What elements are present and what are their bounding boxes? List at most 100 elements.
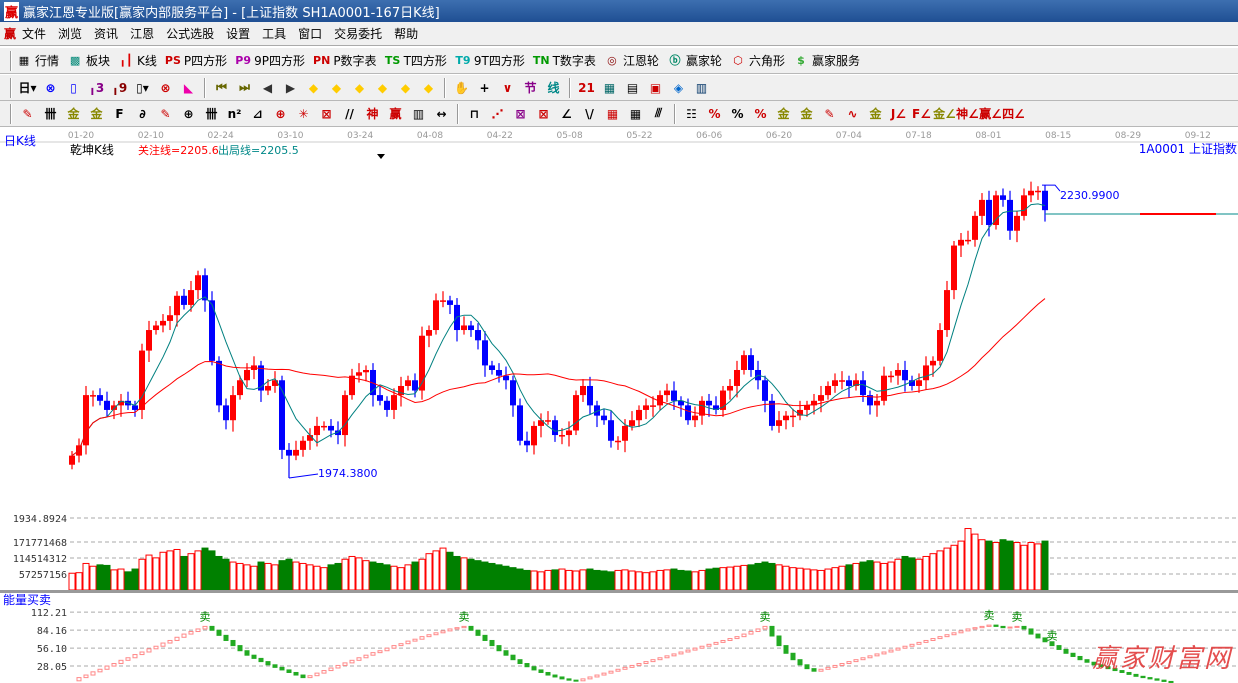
ying-icon[interactable]: 赢	[389, 107, 402, 121]
candle-dropdown[interactable]: ▯▾	[136, 80, 149, 95]
menu-item[interactable]: 浏览	[58, 27, 83, 41]
measure-icon[interactable]: ↔	[436, 106, 447, 121]
pen2-icon[interactable]: ✎	[160, 106, 171, 121]
section-icon[interactable]: 节	[524, 81, 537, 95]
bars9-icon[interactable]: ╻9	[111, 80, 128, 95]
square-target-icon[interactable]: ⊠	[321, 106, 332, 121]
slash-lines-icon[interactable]: //	[345, 106, 354, 121]
gold-fan-icon[interactable]: 金∠	[933, 107, 956, 121]
wave-icon[interactable]: ∿	[847, 106, 858, 121]
four-fan-icon[interactable]: 四∠	[1002, 107, 1025, 121]
j-fan-icon[interactable]: J∠	[890, 106, 907, 121]
right-arrow-icon[interactable]: ◆	[331, 80, 342, 95]
toolbar-button-winner-wheel[interactable]: ⓑ 赢家轮	[667, 52, 722, 69]
gold-circle-icon[interactable]: 金	[777, 107, 790, 121]
gold-line2-icon[interactable]: 金	[90, 107, 103, 121]
last-icon[interactable]: ⏭	[239, 80, 250, 94]
v-icon[interactable]: \/	[585, 106, 594, 121]
square-fan2-icon[interactable]: ⊠	[538, 106, 549, 121]
toolbar-button-kline[interactable]: ╻┃ K线	[118, 52, 157, 69]
report-icon[interactable]: ▤	[626, 80, 639, 95]
parallel-icon[interactable]: ⫻	[654, 106, 663, 120]
toolbar-button-ps[interactable]: PS P四方形	[165, 52, 227, 69]
energy-bar	[153, 645, 159, 650]
spiral-icon[interactable]: ∂	[139, 106, 146, 121]
left-arrow-icon[interactable]: ◆	[308, 80, 319, 95]
flag-icon[interactable]: ◣	[183, 80, 194, 95]
toolbar-button-pn[interactable]: PN P数字表	[313, 52, 377, 69]
menu-item[interactable]: 窗口	[298, 27, 323, 41]
toolbar-button-hexagon[interactable]: ⬡ 六角形	[730, 52, 785, 69]
pattern-icon[interactable]: ⊗	[160, 80, 171, 95]
dropdown-arrow-icon[interactable]	[377, 154, 385, 159]
chart-style-icon[interactable]: ⊗	[45, 80, 56, 95]
fib-icon[interactable]: F	[115, 106, 124, 121]
star-icon[interactable]: ✳	[298, 106, 309, 121]
toolbar-button-gann-wheel[interactable]: ◎ 江恩轮	[604, 52, 659, 69]
notes-icon[interactable]: ▯	[70, 80, 77, 95]
expand-h-icon[interactable]: ◆	[354, 80, 365, 95]
zoom-in-icon[interactable]: ◆	[400, 80, 411, 95]
ying-fan-icon[interactable]: 赢∠	[979, 107, 1002, 121]
menu-item[interactable]: 江恩	[130, 27, 155, 41]
f-fan-icon[interactable]: F∠	[912, 106, 931, 121]
calculator-icon[interactable]: ▦	[603, 80, 616, 95]
menu-item[interactable]: 资讯	[94, 27, 119, 41]
scale-icon[interactable]: ☷	[686, 106, 697, 121]
square-fan-icon[interactable]: ⊠	[515, 106, 526, 121]
line-text-icon[interactable]: 线	[547, 81, 560, 95]
toolbar-button-t9[interactable]: T9 9T四方形	[455, 52, 525, 69]
shen-fan-icon[interactable]: 神∠	[956, 107, 979, 121]
next-icon[interactable]: ▶	[285, 80, 296, 95]
percent-icon[interactable]: %	[731, 106, 744, 121]
save-icon[interactable]: ▣	[649, 80, 662, 95]
bars3-icon[interactable]: ╻3	[88, 80, 105, 95]
draw-line-icon[interactable]: ∨	[502, 80, 513, 95]
toolbar-button-grid-table[interactable]: ▦ 行情	[16, 52, 59, 69]
energy-bar	[755, 628, 761, 633]
crosshair-icon[interactable]: +	[479, 80, 490, 95]
box-icon[interactable]: ⊓	[469, 106, 480, 121]
network-icon[interactable]: ◈	[673, 80, 684, 95]
triangle-icon[interactable]: ⊿	[252, 106, 263, 121]
first-icon[interactable]: ⏮	[216, 80, 227, 94]
target-icon[interactable]: ⊕	[275, 106, 286, 121]
zoom-out-icon[interactable]: ◆	[423, 80, 434, 95]
tick-lines-icon[interactable]: 卌	[44, 107, 57, 121]
gold-levels-icon[interactable]: 金	[800, 107, 813, 121]
cycle-lines-icon[interactable]: 卌	[205, 107, 218, 121]
menu-item[interactable]: 公式选股	[166, 27, 215, 41]
printer-icon[interactable]: ▥	[695, 80, 708, 95]
period-day-dropdown[interactable]: 日▾	[18, 81, 37, 95]
menu-item[interactable]: 文件	[22, 27, 47, 41]
percent-levels-icon[interactable]: %	[754, 106, 767, 121]
shen-icon[interactable]: 神	[366, 107, 379, 121]
pen-icon[interactable]: ✎	[22, 106, 33, 121]
gold-line-icon[interactable]: 金	[67, 107, 80, 121]
menu-item[interactable]: 交易委托	[334, 27, 383, 41]
ruler-icon[interactable]: ▥	[412, 106, 425, 121]
toolbar-button-p9[interactable]: P9 9P四方形	[235, 52, 305, 69]
toolbar-button-tn[interactable]: TN T数字表	[533, 52, 596, 69]
hand-icon[interactable]: ✋	[454, 80, 469, 95]
grid-icon[interactable]: ▦	[606, 106, 619, 121]
percent-line-icon[interactable]: %	[708, 106, 721, 121]
angle-icon[interactable]: ∠	[561, 106, 572, 121]
pen3-icon[interactable]: ✎	[824, 106, 835, 121]
gold-band-icon[interactable]: 金	[869, 107, 882, 121]
toolbar-button-ts[interactable]: TS T四方形	[385, 52, 447, 69]
menu-item[interactable]: 设置	[226, 27, 251, 41]
shrink-icon[interactable]: ◆	[377, 80, 388, 95]
circle-grid-icon[interactable]: ⊕	[183, 106, 194, 121]
menu-item[interactable]: 工具	[262, 27, 287, 41]
menu-item[interactable]: 帮助	[394, 27, 419, 41]
fan-icon[interactable]: ⋰	[491, 106, 504, 121]
toolbar-button-dollar[interactable]: $ 赢家服务	[793, 52, 860, 69]
prev-icon[interactable]: ◀	[262, 80, 273, 95]
toolbar-button-blocks[interactable]: ▩ 板块	[67, 52, 110, 69]
kline-chart[interactable]: 01-20 02-10 02-24 03-10 03-24 04-08 04-22 05-08…	[0, 127, 1238, 683]
energy-bar	[867, 655, 873, 659]
n2-icon[interactable]: n²	[227, 106, 242, 121]
calendar-icon[interactable]: 21	[578, 80, 595, 95]
grid2-icon[interactable]: ▦	[629, 106, 642, 121]
